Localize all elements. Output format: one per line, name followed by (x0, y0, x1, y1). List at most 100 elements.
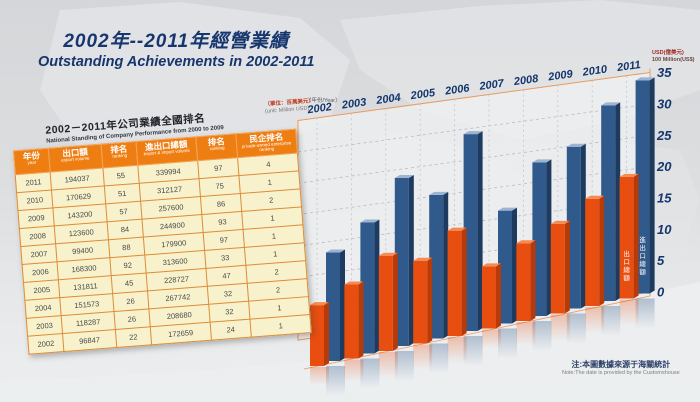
import-export-bar-top (326, 249, 345, 253)
footnote: 注:本圖數據來源于海關統計 Note:The date is provided … (562, 360, 680, 377)
import-export-bar-top (429, 191, 449, 195)
y-tick-label: 35 (657, 65, 672, 80)
import-export-bar-side (443, 191, 449, 339)
export-bar-side (633, 173, 639, 299)
y-axis-unit-cn: USD(億美元) (652, 48, 684, 56)
y-tick-label: 0 (657, 285, 665, 300)
import-export-bar-side (615, 102, 621, 301)
reflection (447, 337, 467, 363)
ranking-table: 年份 year 出口額 export volume 排名 ranking 進出口總額 expo… (12, 128, 312, 356)
import-export-bar-side (546, 159, 552, 316)
gridline (297, 166, 651, 215)
x-tick-label: 2007 (478, 78, 506, 93)
export-bar-side (599, 195, 605, 306)
performance-table: 2002－2011年公司業績全國排名 National Standing of … (11, 98, 320, 356)
reflection (566, 313, 586, 344)
export-bar-top (378, 252, 398, 256)
y-tick-label: 25 (656, 128, 672, 143)
export-bar-top (310, 302, 329, 306)
import-export-bar-label: 進出口總額 (639, 235, 646, 276)
import-export-bar-front (429, 194, 444, 339)
y-axis-unit-en: 100 Million(US$) (652, 57, 695, 63)
import-export-bar-front (532, 162, 547, 316)
import-export-bar-side (512, 207, 517, 324)
column-header: 排名 ranking (195, 133, 239, 162)
column-header: 年份 year (13, 148, 51, 176)
reflection (550, 314, 570, 341)
x-tick-label: 2009 (547, 68, 575, 83)
x-tick-label: 2008 (512, 73, 540, 88)
reflection (413, 344, 433, 370)
export-bar-front (447, 230, 462, 336)
reflection (394, 351, 414, 381)
table-cell: 22 (114, 327, 152, 348)
import-export-bar-top (635, 77, 655, 81)
x-tick-label: 2010 (581, 63, 609, 78)
import-export-bar-top (394, 174, 414, 178)
export-bar-side (358, 281, 364, 359)
export-bar-top (516, 240, 536, 244)
import-export-bar-front (360, 222, 375, 354)
import-export-bar-front (326, 252, 340, 361)
table-cell: 1 (250, 314, 312, 338)
table-cell: 172659 (150, 322, 212, 346)
import-export-bar-side (477, 131, 483, 331)
y-tick-label: 30 (657, 96, 672, 111)
export-bar-front (619, 176, 634, 299)
reflection (482, 329, 501, 349)
export-bar-front (550, 223, 565, 314)
footnote-en: Note:The date is provided by the Customs… (562, 370, 680, 376)
import-export-bar-top (498, 207, 517, 211)
x-tick-label: 2004 (375, 92, 402, 107)
table-cell: 96847 (62, 329, 117, 352)
page-title-cn: 2002年--2011年經營業績 (63, 31, 290, 52)
import-export-bar-front (635, 80, 650, 294)
export-bar-side (324, 302, 329, 366)
import-export-bar-front (601, 105, 616, 301)
x-tick-label: 2002 (306, 101, 333, 116)
export-bar-front (378, 255, 393, 351)
x-axis-caption: （年份/Year） (306, 96, 341, 104)
export-bar-top (413, 257, 433, 261)
page-title-en: Outstanding Achievements in 2002-2011 (38, 54, 315, 70)
y-tick-label: 10 (657, 222, 672, 237)
footnote-cn: 注:本圖數據來源于海關統計 (571, 360, 671, 369)
reflection (532, 321, 552, 351)
import-export-bar-side (340, 249, 345, 361)
reflection (498, 328, 517, 359)
reflection (378, 352, 398, 378)
table-cell: 24 (209, 319, 252, 341)
export-bar-top (550, 220, 570, 224)
import-export-bar-side (374, 219, 380, 354)
reflection (360, 358, 380, 389)
export-bar-front (516, 243, 531, 321)
reflection (619, 299, 639, 326)
reflection (463, 336, 483, 366)
reflection (326, 366, 345, 396)
export-bar-label: 出口總額 (623, 249, 630, 282)
export-bar-side (427, 257, 433, 344)
reflection (310, 367, 329, 386)
reflection (635, 298, 655, 329)
export-bar-top (482, 263, 501, 267)
import-export-bar-top (566, 143, 586, 147)
x-tick-label: 2011 (615, 59, 641, 74)
export-bar-top (447, 227, 467, 231)
export-bar-top (585, 195, 605, 199)
gridline (297, 134, 651, 184)
export-bar-front (310, 305, 324, 366)
export-bar-side (564, 220, 570, 314)
page-header: 2002年--2011年經營業績 Outstanding Achievement… (38, 26, 314, 70)
export-bar-front (482, 266, 496, 329)
x-tick-label: 2003 (340, 96, 367, 111)
column-header: 排名 ranking (100, 141, 138, 169)
export-bar-side (461, 227, 467, 336)
import-export-bar-front (394, 177, 409, 346)
export-bar-side (496, 263, 501, 329)
reflection (601, 306, 621, 336)
reflection (585, 307, 605, 333)
import-export-bar-side (408, 174, 414, 346)
import-export-bar-top (532, 159, 552, 163)
import-export-bar-front (566, 146, 581, 309)
